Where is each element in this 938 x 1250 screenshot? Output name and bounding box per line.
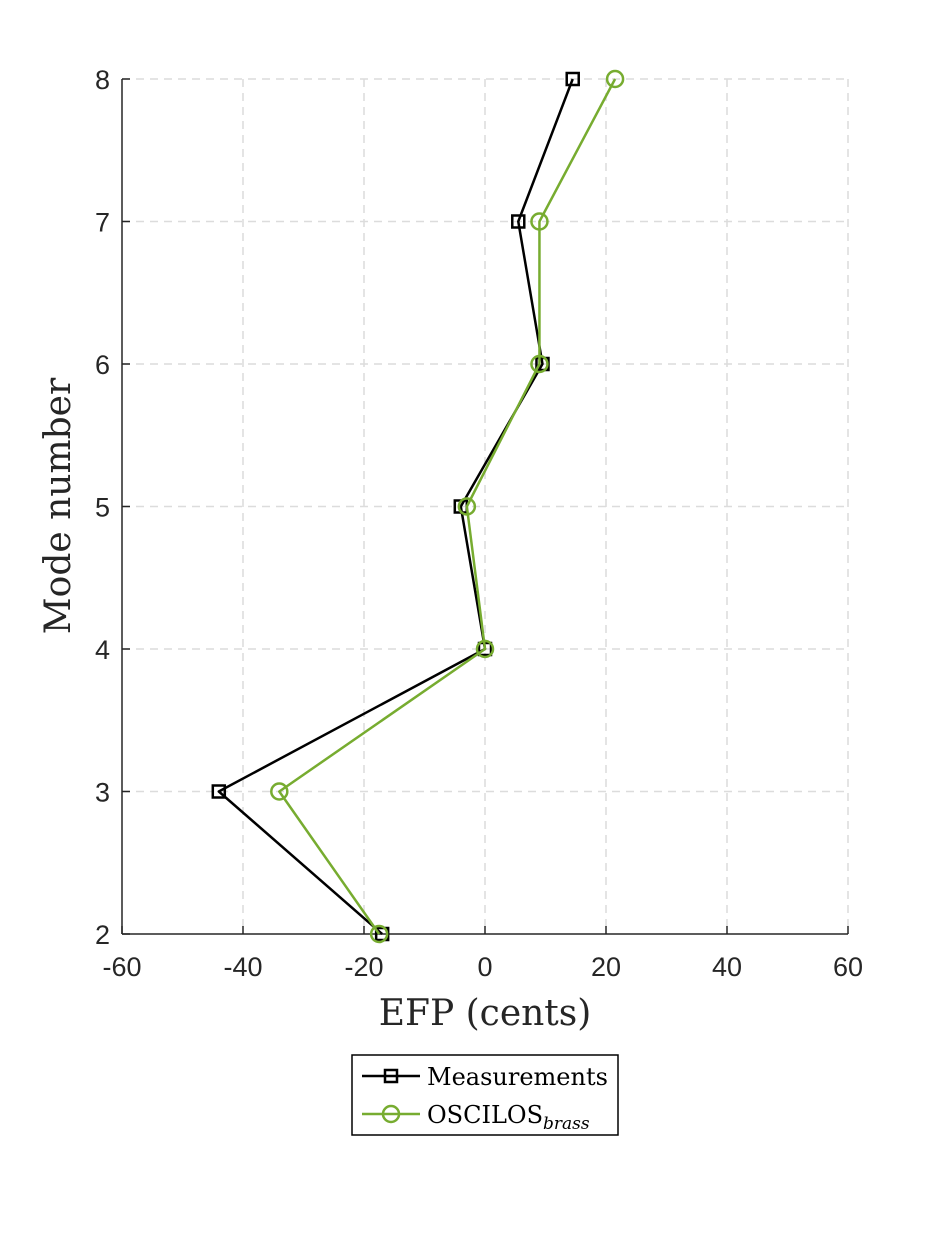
- x-tick-label: -40: [223, 952, 262, 982]
- x-tick-label: 40: [712, 952, 742, 982]
- x-tick-label: -20: [344, 952, 383, 982]
- y-tick-label: 3: [95, 778, 110, 808]
- x-tick-labels: -60 -40 -20 0 20 40 60: [102, 952, 863, 982]
- y-tick-label: 6: [95, 350, 110, 380]
- y-tick-label: 2: [95, 920, 110, 950]
- data-point-circle: [530, 354, 549, 374]
- y-tick-label: 7: [95, 208, 110, 238]
- legend-oscilos-subscript: brass: [543, 1114, 590, 1134]
- data-point-square: [211, 784, 227, 799]
- data-point-square: [565, 71, 580, 87]
- data-point-circle: [270, 782, 289, 801]
- x-tick-label: 0: [477, 952, 492, 982]
- legend-oscilos-name: OSCILOS: [427, 1101, 543, 1129]
- y-tick-labels: 2 3 4 5 6 7 8: [95, 65, 110, 950]
- x-tick-label: 60: [833, 952, 863, 982]
- series-line-0: [217, 78, 574, 935]
- legend-oscilos-label: OSCILOSbrass: [427, 1101, 590, 1134]
- y-tick-label: 5: [95, 493, 110, 523]
- data-point-circle: [457, 497, 477, 516]
- y-tick-label: 8: [95, 65, 110, 95]
- legend-oscilos-marker: [381, 1104, 401, 1124]
- legend: Measurements OSCILOSbrass: [351, 1054, 619, 1136]
- series-line-1: [278, 78, 617, 935]
- x-axis-label: EFP (cents): [379, 993, 592, 1034]
- y-tick-label: 4: [95, 635, 110, 665]
- legend-measurements-label: Measurements: [427, 1063, 608, 1091]
- data-point-circle: [605, 69, 625, 89]
- y-axis-label: Mode number: [38, 377, 79, 634]
- data-point-circle: [475, 639, 495, 659]
- series-group: [211, 69, 625, 944]
- data-point-square: [511, 214, 526, 229]
- axes: [121, 78, 849, 935]
- grid-lines: [122, 78, 849, 934]
- legend-measurements-marker: [383, 1068, 399, 1084]
- x-tick-label: 20: [591, 952, 621, 982]
- legend-box: [351, 1054, 619, 1136]
- x-tick-label: -60: [102, 952, 141, 982]
- data-point-circle: [369, 924, 389, 944]
- data-point-circle: [530, 212, 549, 231]
